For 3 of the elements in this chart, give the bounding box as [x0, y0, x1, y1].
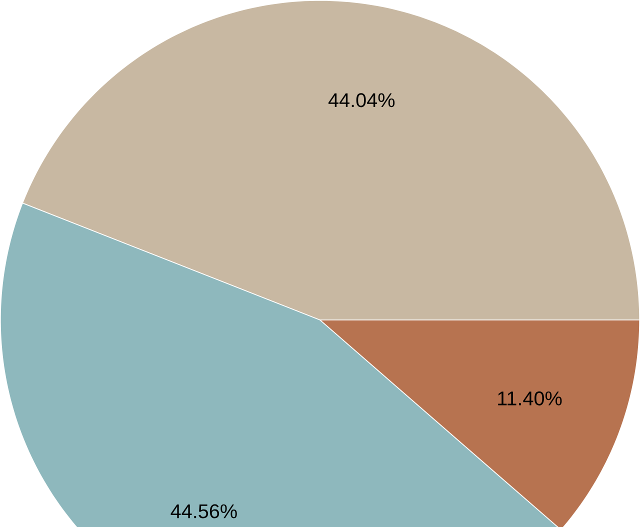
data-label: 44.04% — [328, 92, 395, 107]
data-label: 11.40% — [498, 391, 562, 406]
data-label: 44.56% — [170, 504, 237, 518]
